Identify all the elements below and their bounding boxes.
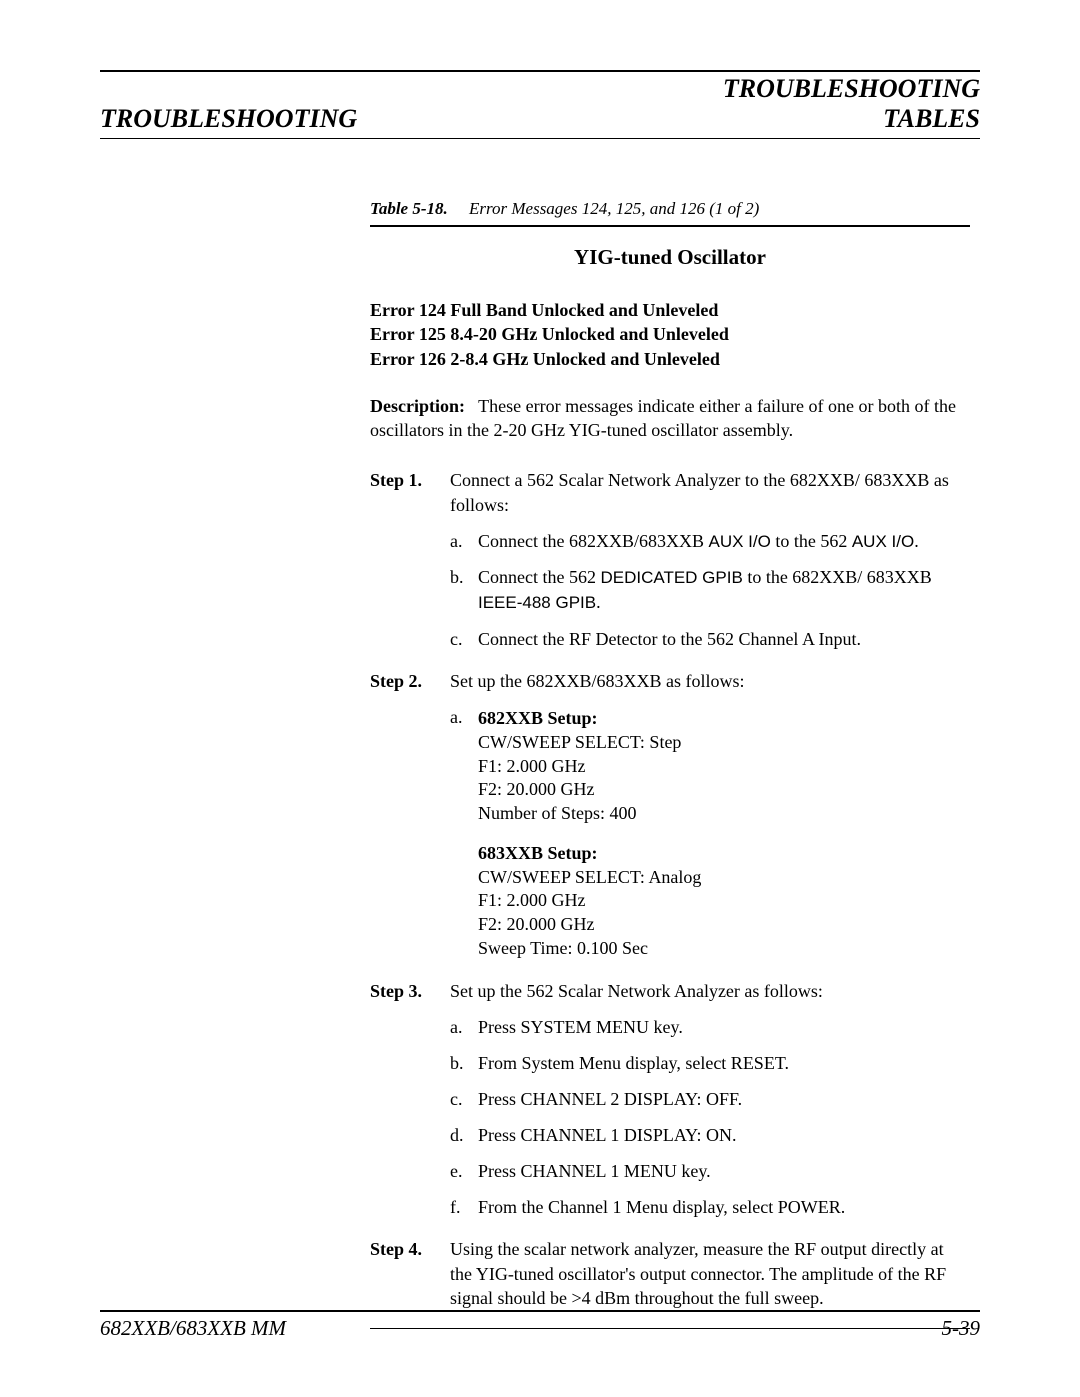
step-1-label: Step 1. <box>370 468 450 651</box>
setup-683-l1: CW/SWEEP SELECT: Analog <box>478 866 970 890</box>
step-1-a-mid3: AUX I/O <box>852 532 914 551</box>
step-1-a-body: Connect the 682XXB/683XXB AUX I/O to the… <box>478 529 970 554</box>
step-1-a-mid: AUX I/O <box>708 532 770 551</box>
step-1-b-pre: Connect the 562 <box>478 567 600 587</box>
step-4-label: Step 4. <box>370 1237 450 1309</box>
setup-682-l3: F2: 20.000 GHz <box>478 778 970 802</box>
step-3-a-label: a. <box>450 1015 478 1039</box>
step-3-e-body: Press CHANNEL 1 MENU key. <box>478 1159 970 1183</box>
setup-683-title: 683XXB Setup: <box>478 842 970 866</box>
setup-682-l2: F1: 2.000 GHz <box>478 755 970 779</box>
error-124: Error 124 Full Band Unlocked and Unlevel… <box>370 298 970 322</box>
step-3-e: e. Press CHANNEL 1 MENU key. <box>450 1159 970 1183</box>
footer-rule <box>100 1310 980 1312</box>
step-4-body: Using the scalar network analyzer, measu… <box>450 1237 970 1309</box>
step-1-b-label: b. <box>450 565 478 615</box>
step-2-a-body: 682XXB Setup: CW/SWEEP SELECT: Step F1: … <box>478 705 970 961</box>
step-1-b-mid3: IEEE-488 GPIB <box>478 593 596 612</box>
setup-682-l4: Number of Steps: 400 <box>478 802 970 826</box>
step-3-c-body: Press CHANNEL 2 DISPLAY: OFF. <box>478 1087 970 1111</box>
step-1-b-post: . <box>596 592 601 612</box>
step-2-a: a. 682XXB Setup: CW/SWEEP SELECT: Step F… <box>450 705 970 961</box>
table-caption: Table 5-18. Error Messages 124, 125, and… <box>370 199 970 219</box>
step-1-b-mid2: to the 682XXB/ 683XXB <box>743 567 932 587</box>
step-1: Step 1. Connect a 562 Scalar Network Ana… <box>370 468 970 651</box>
table-number: Table 5-18. <box>370 199 448 218</box>
step-2: Step 2. Set up the 682XXB/683XXB as foll… <box>370 669 970 961</box>
step-1-text: Connect a 562 Scalar Network Analyzer to… <box>450 468 970 516</box>
content-block: Table 5-18. Error Messages 124, 125, and… <box>370 199 970 1329</box>
footer-left: 682XXB/683XXB MM <box>100 1316 286 1341</box>
step-4: Step 4. Using the scalar network analyze… <box>370 1237 970 1309</box>
step-1-a-mid2: to the 562 <box>771 531 852 551</box>
description-label: Description: <box>370 396 465 416</box>
section-title: YIG-tuned Oscillator <box>370 245 970 270</box>
step-3-f: f. From the Channel 1 Menu display, sele… <box>450 1195 970 1219</box>
step-3-b: b. From System Menu display, select RESE… <box>450 1051 970 1075</box>
step-1-sublist: a. Connect the 682XXB/683XXB AUX I/O to … <box>450 529 970 651</box>
step-1-b: b. Connect the 562 DEDICATED GPIB to the… <box>450 565 970 615</box>
step-3-d-label: d. <box>450 1123 478 1147</box>
page-header: TROUBLESHOOTING TROUBLESHOOTING TABLES <box>100 74 980 139</box>
step-2-body: Set up the 682XXB/683XXB as follows: a. … <box>450 669 970 961</box>
step-2-a-label: a. <box>450 705 478 961</box>
step-3-c-label: c. <box>450 1087 478 1111</box>
setup-682-l1: CW/SWEEP SELECT: Step <box>478 731 970 755</box>
header-right-line1: TROUBLESHOOTING <box>723 74 980 104</box>
setup-682: 682XXB Setup: CW/SWEEP SELECT: Step F1: … <box>478 707 970 826</box>
step-1-body: Connect a 562 Scalar Network Analyzer to… <box>450 468 970 651</box>
step-1-b-mid: DEDICATED GPIB <box>600 568 742 587</box>
header-rule-top <box>100 70 980 72</box>
step-3-sublist: a. Press SYSTEM MENU key. b. From System… <box>450 1015 970 1220</box>
header-left: TROUBLESHOOTING <box>100 104 357 134</box>
step-3-a-body: Press SYSTEM MENU key. <box>478 1015 970 1039</box>
step-3-b-body: From System Menu display, select RESET. <box>478 1051 970 1075</box>
step-3-d-body: Press CHANNEL 1 DISPLAY: ON. <box>478 1123 970 1147</box>
step-3-label: Step 3. <box>370 979 450 1220</box>
error-list: Error 124 Full Band Unlocked and Unlevel… <box>370 298 970 371</box>
step-1-a-pre: Connect the 682XXB/683XXB <box>478 531 708 551</box>
step-3-a: a. Press SYSTEM MENU key. <box>450 1015 970 1039</box>
header-right: TROUBLESHOOTING TABLES <box>723 74 980 134</box>
step-3-f-body: From the Channel 1 Menu display, select … <box>478 1195 970 1219</box>
setup-683-l4: Sweep Time: 0.100 Sec <box>478 937 970 961</box>
step-2-sublist: a. 682XXB Setup: CW/SWEEP SELECT: Step F… <box>450 705 970 961</box>
setup-683-l2: F1: 2.000 GHz <box>478 889 970 913</box>
footer-right: 5-39 <box>942 1316 981 1341</box>
step-1-a-label: a. <box>450 529 478 554</box>
step-3-e-label: e. <box>450 1159 478 1183</box>
step-2-label: Step 2. <box>370 669 450 961</box>
step-3-c: c. Press CHANNEL 2 DISPLAY: OFF. <box>450 1087 970 1111</box>
step-3-f-label: f. <box>450 1195 478 1219</box>
error-125: Error 125 8.4-20 GHz Unlocked and Unleve… <box>370 322 970 346</box>
step-1-c-body: Connect the RF Detector to the 562 Chann… <box>478 627 970 651</box>
description: Description: These error messages indica… <box>370 395 970 443</box>
step-1-c-label: c. <box>450 627 478 651</box>
step-1-a-post: . <box>914 531 919 551</box>
error-126: Error 126 2-8.4 GHz Unlocked and Unlevel… <box>370 347 970 371</box>
step-1-c: c. Connect the RF Detector to the 562 Ch… <box>450 627 970 651</box>
table-title: Error Messages 124, 125, and 126 (1 of 2… <box>469 199 759 218</box>
setup-682-title: 682XXB Setup: <box>478 707 970 731</box>
step-3: Step 3. Set up the 562 Scalar Network An… <box>370 979 970 1220</box>
header-right-line2: TABLES <box>723 104 980 134</box>
caption-rule <box>370 225 970 227</box>
step-3-text: Set up the 562 Scalar Network Analyzer a… <box>450 979 970 1003</box>
setup-683: 683XXB Setup: CW/SWEEP SELECT: Analog F1… <box>478 842 970 961</box>
page-footer: 682XXB/683XXB MM 5-39 <box>100 1310 980 1341</box>
step-1-b-body: Connect the 562 DEDICATED GPIB to the 68… <box>478 565 970 615</box>
step-1-a: a. Connect the 682XXB/683XXB AUX I/O to … <box>450 529 970 554</box>
step-3-d: d. Press CHANNEL 1 DISPLAY: ON. <box>450 1123 970 1147</box>
page: TROUBLESHOOTING TROUBLESHOOTING TABLES T… <box>0 0 1080 1397</box>
setup-683-l3: F2: 20.000 GHz <box>478 913 970 937</box>
step-3-b-label: b. <box>450 1051 478 1075</box>
step-3-body: Set up the 562 Scalar Network Analyzer a… <box>450 979 970 1220</box>
step-2-text: Set up the 682XXB/683XXB as follows: <box>450 669 970 693</box>
